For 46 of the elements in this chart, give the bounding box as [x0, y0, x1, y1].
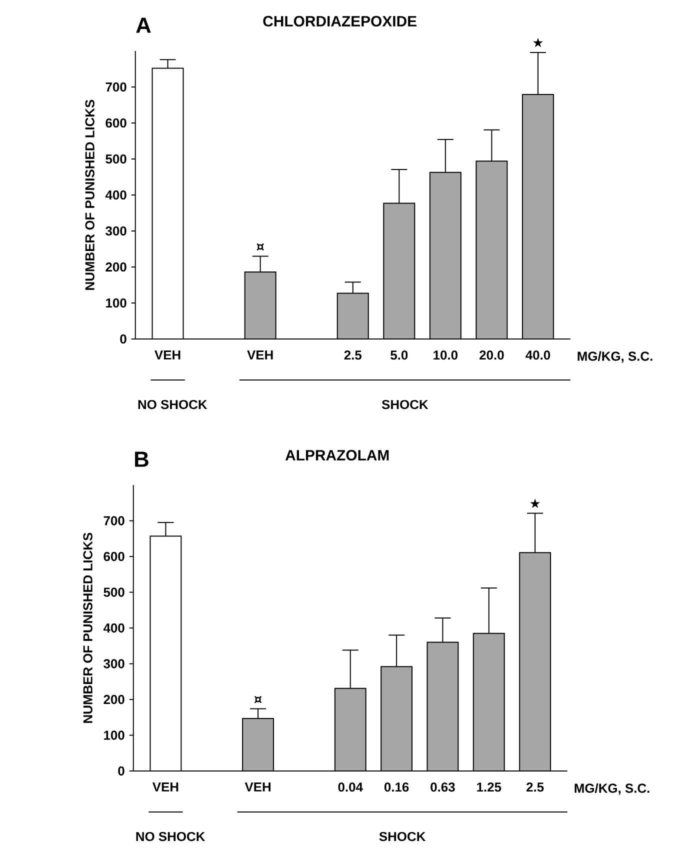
x-tick-label: VEH — [154, 350, 180, 360]
annotation: ★ — [530, 498, 540, 508]
y-tick-label: 200 — [104, 694, 124, 704]
x-tick-label: VEH — [152, 782, 178, 792]
y-tick-label: 300 — [103, 659, 124, 668]
y-tick-label: 500 — [105, 154, 126, 164]
x-axis-title: MG/KG, S.C. — [574, 783, 650, 795]
x-tick-label: VEH — [246, 350, 273, 360]
y-tick-label: 400 — [103, 623, 124, 633]
x-tick-label: VEH — [244, 782, 270, 792]
text: A — [136, 18, 151, 33]
chart-title: CHLORDIAZEPOXIDE — [263, 16, 416, 26]
y-tick-label: 200 — [106, 262, 126, 272]
y-axis-title: NUMBER OF PUNISHED LICKS — [85, 100, 94, 290]
y-tick-label: 400 — [105, 190, 126, 200]
annotation: ★ — [532, 38, 543, 48]
y-tick-label: 100 — [106, 298, 126, 308]
chart-title: ALPRAZOLAM — [285, 450, 388, 461]
x-tick-label: 5.0 — [390, 350, 408, 360]
y-tick-label: 100 — [104, 730, 124, 740]
x-tick-label: 10.0 — [433, 350, 458, 360]
x-tick-label: 0.04 — [338, 782, 363, 792]
y-tick-label: 600 — [106, 118, 126, 128]
text: NO SHOCK — [136, 832, 205, 842]
text: SHOCK — [379, 832, 426, 842]
x-tick-label: 0.63 — [430, 782, 455, 792]
y-tick-label: 500 — [103, 588, 124, 597]
x-tick-label: 20.0 — [479, 350, 504, 360]
y-axis-title: NUMBER OF PUNISHED LICKS — [83, 532, 92, 723]
text: SHOCK — [382, 400, 428, 410]
text: B — [134, 452, 148, 467]
y-tick-label: 300 — [105, 226, 126, 236]
y-tick-label: 0 — [120, 334, 126, 344]
x-tick-label: 2.5 — [344, 350, 362, 360]
x-axis-title: MG/KG, S.C. — [578, 351, 652, 363]
x-tick-label: 2.5 — [526, 782, 544, 792]
x-tick-label: 40.0 — [525, 350, 550, 360]
y-tick-label: 700 — [104, 516, 124, 526]
y-tick-label: 600 — [104, 552, 124, 562]
y-tick-label: 700 — [106, 82, 126, 92]
x-tick-label: 1.25 — [476, 782, 501, 792]
annotation: ¤ — [254, 696, 262, 704]
x-tick-label: 0.16 — [384, 782, 408, 792]
annotation: ¤ — [256, 243, 264, 251]
text: NO SHOCK — [138, 400, 207, 410]
y-tick-label: 0 — [118, 766, 124, 776]
